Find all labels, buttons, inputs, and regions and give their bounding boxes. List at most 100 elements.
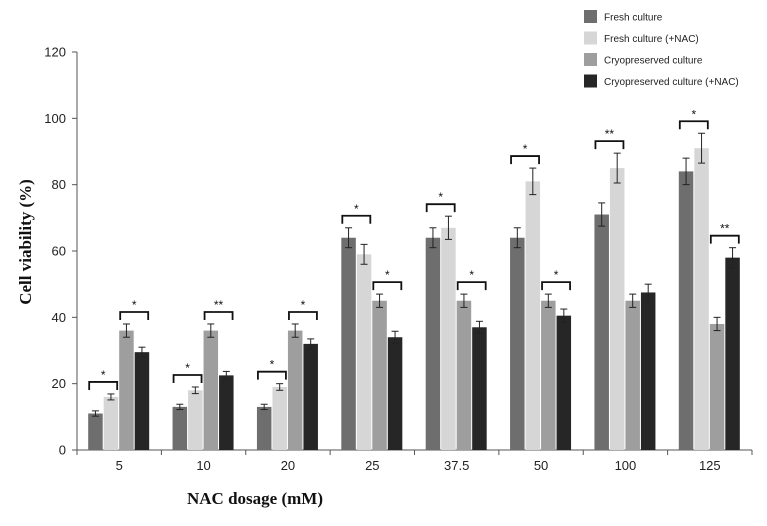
significance-label: *: [354, 202, 359, 216]
significance-bracket: [119, 311, 150, 320]
significance-label: *: [438, 190, 443, 204]
error-bar: [613, 152, 621, 184]
error-bar: [644, 283, 652, 302]
error-bar: [544, 293, 552, 308]
significance-bracket: [709, 234, 740, 244]
bar: [356, 254, 372, 450]
error-bar: [444, 215, 452, 240]
error-bar: [429, 227, 437, 249]
error-bar: [307, 338, 315, 350]
error-bar: [713, 316, 721, 332]
y-axis: 0 20 40 60 80 100 120: [44, 45, 78, 458]
significance-bracket: [594, 140, 625, 150]
significance-bracket: [88, 381, 119, 390]
bar: [219, 375, 234, 450]
bar: [510, 237, 525, 450]
error-bar: [391, 330, 399, 344]
bar: [625, 300, 640, 450]
error-bar: [460, 293, 468, 308]
x-tick-label: 5: [116, 458, 123, 473]
bar: [678, 171, 694, 450]
significance-bracket: [288, 311, 318, 320]
significance-label: *: [523, 142, 528, 156]
error-bar: [360, 243, 368, 265]
y-tick-label: 120: [44, 45, 66, 60]
error-bar: [176, 403, 184, 411]
bar: [472, 327, 487, 450]
bar: [119, 330, 134, 450]
error-bar: [560, 308, 568, 323]
bar: [272, 386, 287, 450]
bar: [88, 413, 103, 450]
x-tick-label: 10: [196, 458, 210, 473]
legend-label: Cryopreserved culture (+NAC): [604, 77, 739, 88]
error-bar: [191, 386, 199, 395]
bar: [172, 406, 188, 450]
bar: [134, 352, 150, 450]
bar: [694, 148, 709, 450]
error-bar: [376, 293, 384, 308]
significance-label: *: [554, 268, 559, 282]
error-bar: [122, 323, 130, 338]
significance-bracket: [678, 120, 709, 130]
bar: [441, 227, 456, 450]
legend-swatch: [584, 53, 597, 66]
x-tick-label: 100: [615, 458, 637, 473]
significance-label: *: [270, 358, 275, 372]
significance-annotations: ******************: [88, 107, 740, 390]
error-bar: [698, 132, 706, 164]
y-tick-label: 0: [59, 443, 66, 458]
bar: [188, 390, 203, 450]
bar: [256, 406, 272, 450]
error-bar: [260, 403, 268, 411]
y-tick-label: 60: [52, 244, 66, 259]
error-bar: [276, 383, 284, 391]
error-bar: [598, 202, 606, 227]
significance-bracket: [372, 281, 403, 291]
y-tick-label: 80: [52, 177, 66, 192]
error-bar: [207, 323, 215, 338]
bar: [387, 337, 403, 450]
legend-label: Fresh culture: [604, 13, 663, 24]
bar: [640, 292, 656, 450]
x-axis-title: NAC dosage (mM): [187, 489, 323, 508]
error-bar: [529, 167, 537, 196]
bars: [88, 132, 740, 451]
y-tick-label: 100: [44, 111, 66, 126]
bar: [456, 300, 472, 450]
significance-label: *: [385, 268, 390, 282]
significance-label: *: [691, 107, 696, 121]
error-bar: [91, 410, 99, 417]
significance-label: **: [214, 298, 224, 312]
legend: Fresh culture Fresh culture (+NAC) Cryopre…: [584, 10, 739, 88]
significance-bracket: [257, 370, 287, 380]
bar: [203, 330, 219, 450]
bar: [372, 300, 387, 450]
error-bar: [345, 227, 353, 249]
significance-bracket: [172, 374, 203, 383]
y-tick-label: 40: [52, 310, 66, 325]
significance-label: *: [101, 368, 106, 382]
significance-label: **: [720, 222, 730, 236]
significance-bracket: [456, 281, 487, 291]
significance-bracket: [510, 155, 540, 165]
significance-label: *: [301, 298, 306, 312]
x-axis: 5 10 20 25 37.5 50 100 125: [76, 449, 753, 473]
x-tick-label: 20: [281, 458, 295, 473]
error-bar: [513, 227, 521, 249]
bar: [594, 214, 609, 450]
x-tick-label: 25: [365, 458, 379, 473]
significance-bracket: [341, 214, 372, 224]
bar: [556, 315, 572, 450]
significance-label: *: [132, 298, 137, 312]
error-bar: [107, 393, 115, 401]
bar: [341, 237, 356, 450]
error-bar: [291, 323, 299, 338]
bar: [425, 237, 441, 450]
bar: [103, 396, 119, 450]
bar: [287, 330, 303, 450]
legend-label: Fresh culture (+NAC): [604, 34, 699, 45]
legend-swatch: [584, 10, 597, 23]
